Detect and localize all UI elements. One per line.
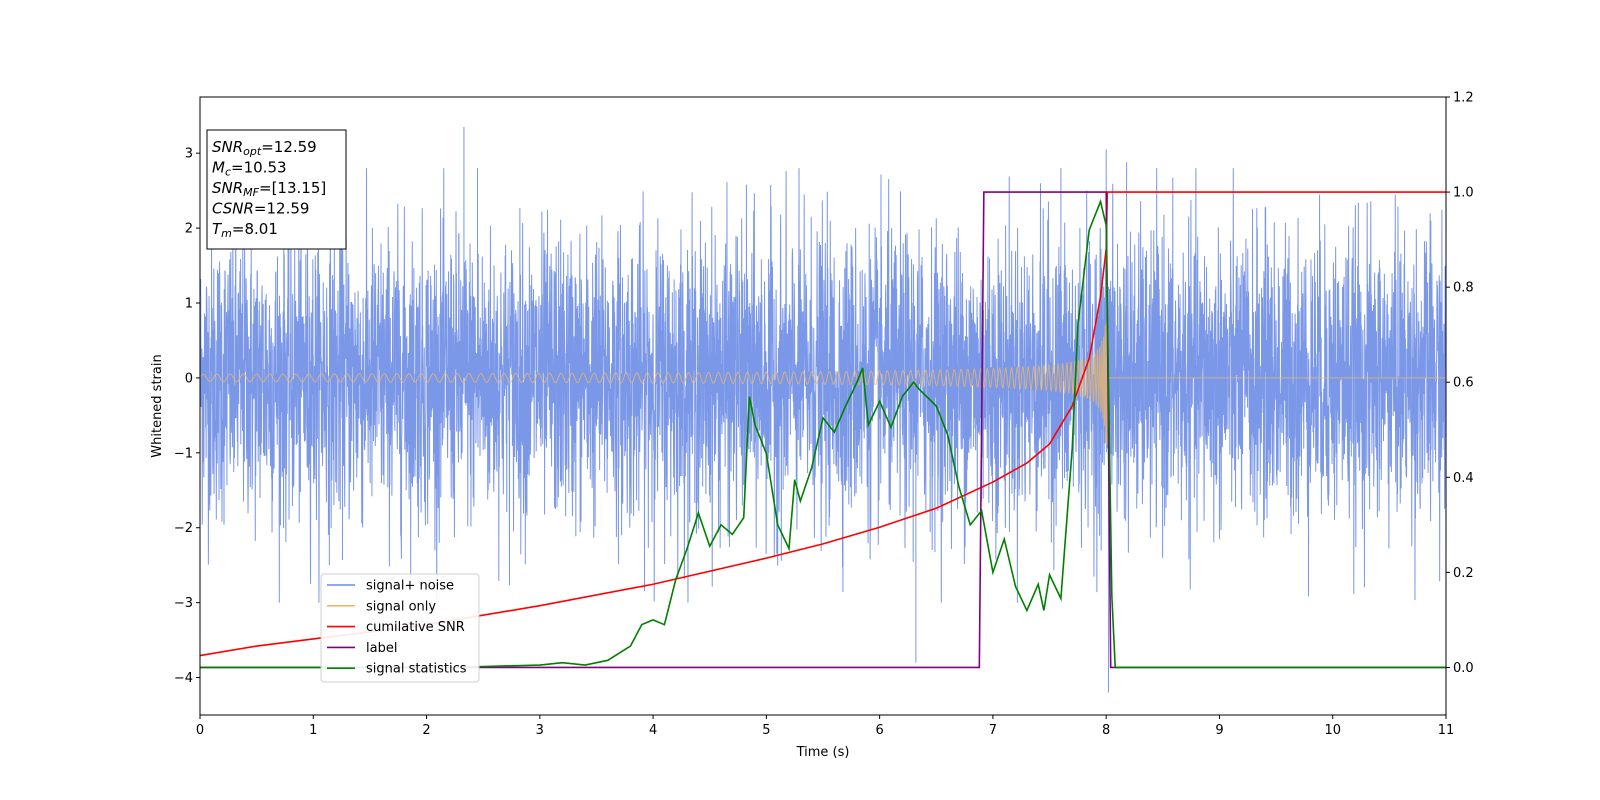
x-tick-label: 11	[1438, 723, 1455, 738]
annotation-box: SNRopt=12.59Mc=10.53SNRMF=[13.15]CSNR=12…	[206, 129, 347, 250]
legend-label: signal+ noise	[366, 579, 454, 594]
signal-only-line	[200, 322, 1446, 445]
x-tick-label: 0	[196, 723, 204, 738]
x-tick-label: 1	[309, 723, 317, 738]
y-tick-label: −4	[174, 671, 193, 686]
signal-statistics-line	[200, 198, 1446, 669]
annotation-line: Mc=10.53	[212, 159, 287, 179]
y-right-tick-label: 0.4	[1453, 471, 1474, 486]
annotation-line: CSNR=12.59	[212, 200, 309, 218]
legend-label: label	[366, 641, 397, 656]
x-axis-label: Time (s)	[796, 745, 850, 760]
legend-label: signal only	[366, 599, 436, 614]
legend-label: cumilative SNR	[366, 620, 465, 635]
y-tick-label: 3	[185, 147, 193, 162]
x-tick-label: 5	[762, 723, 770, 738]
y-tick-label: −2	[174, 521, 193, 536]
annotation-line: SNRMF=[13.15]	[212, 179, 326, 199]
y-right-tick-label: 0.2	[1453, 566, 1474, 581]
x-tick-label: 7	[989, 723, 997, 738]
y-right-tick-label: 0.0	[1453, 661, 1474, 676]
y-tick-label: 1	[185, 297, 193, 312]
y-right-tick-label: 1.2	[1453, 91, 1474, 106]
legend: signal+ noise signal only cumilative SNR la…	[320, 573, 480, 683]
legend-label: signal statistics	[366, 662, 467, 677]
y-axis-left: −4 −3 −2 −1 0 1 2 3	[174, 147, 200, 686]
y-right-tick-label: 0.6	[1453, 376, 1474, 391]
x-tick-label: 10	[1324, 723, 1341, 738]
y-tick-label: 0	[185, 371, 193, 386]
annotation-line: SNRopt=12.59	[212, 138, 317, 158]
y-right-tick-label: 1.0	[1453, 186, 1474, 201]
y-axis-right: 0.0 0.2 0.4 0.6 0.8 1.0 1.2	[1446, 91, 1474, 676]
legend-frame	[320, 573, 480, 683]
x-tick-label: 9	[1215, 723, 1223, 738]
x-axis: 0 1 2 3 4 5 6 7 8 9 10 11	[196, 715, 1454, 738]
annotation-frame	[206, 129, 347, 250]
x-tick-label: 4	[649, 723, 657, 738]
x-tick-label: 3	[536, 723, 544, 738]
y-right-tick-label: 0.8	[1453, 281, 1474, 296]
plot-frame	[199, 96, 1447, 716]
x-tick-label: 2	[422, 723, 430, 738]
annotation-line: Tm=8.01	[212, 220, 278, 240]
y-tick-label: −1	[174, 446, 193, 461]
x-tick-label: 6	[875, 723, 883, 738]
y-tick-label: 2	[185, 222, 193, 237]
y-tick-label: −3	[174, 596, 193, 611]
x-tick-label: 8	[1102, 723, 1110, 738]
y-axis-label: Whitened strain	[150, 354, 165, 457]
